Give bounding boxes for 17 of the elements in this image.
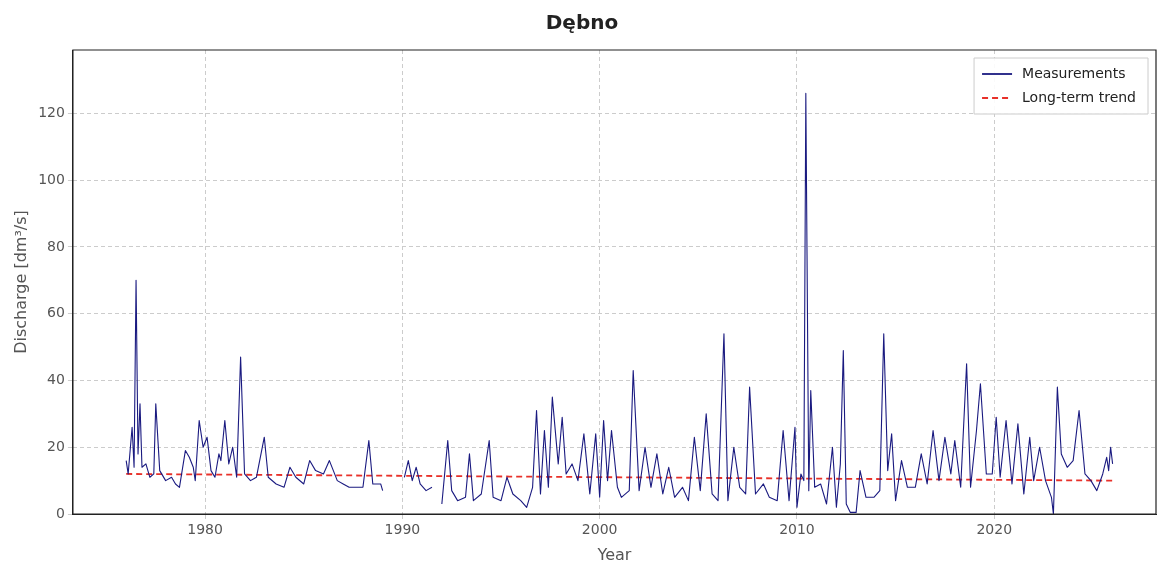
x-tick-label: 1980 <box>187 521 223 538</box>
x-axis-title: Year <box>596 544 632 564</box>
y-tick-label: 120 <box>38 104 65 121</box>
x-tick-label: 2020 <box>976 521 1013 538</box>
y-tick-label: 0 <box>56 504 65 521</box>
y-tick-label: 60 <box>47 304 65 321</box>
y-tick-label: 80 <box>47 237 65 254</box>
y-axis-title: Discharge [dm³/s] <box>10 210 30 354</box>
chart-title: Dębno <box>545 10 619 35</box>
y-tick-label: 100 <box>38 170 65 187</box>
y-tick-label: 20 <box>47 437 65 454</box>
x-tick-label: 2000 <box>581 521 618 538</box>
y-tick-label: 40 <box>47 371 65 388</box>
x-tick-label: 1990 <box>384 521 421 538</box>
legend-label: Long-term trend <box>1022 88 1137 105</box>
legend-label: Measurements <box>1022 64 1126 81</box>
x-tick-label: 2010 <box>779 521 815 538</box>
